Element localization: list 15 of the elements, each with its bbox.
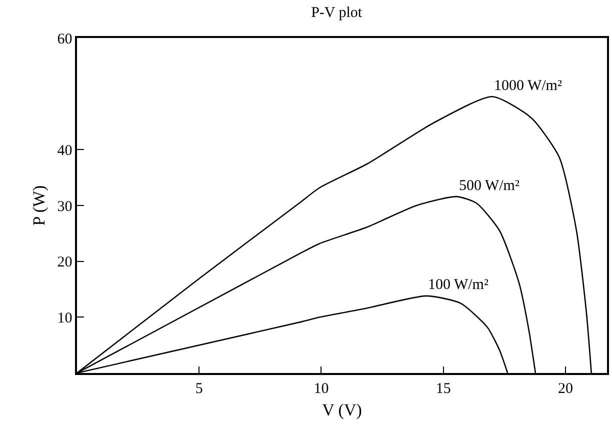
y-tick-label: 60: [57, 31, 72, 48]
x-tick-label: 10: [314, 380, 329, 397]
x-tick-label: 20: [558, 380, 573, 397]
x-tick-label: 15: [436, 380, 451, 397]
series-label: 1000 W/m²: [494, 78, 562, 94]
x-axis-title: V (V): [322, 400, 362, 420]
y-tick-label: 40: [57, 142, 72, 159]
y-tick-label: 30: [57, 198, 72, 215]
y-axis-title: P (W): [29, 185, 48, 226]
series-label: 500 W/m²: [459, 178, 520, 194]
x-tick-label: 5: [195, 380, 203, 397]
series-label: 100 W/m²: [428, 277, 489, 293]
chart-title: P-V plot: [311, 5, 363, 22]
y-tick-label: 20: [57, 254, 72, 271]
y-tick-label: 10: [57, 310, 72, 326]
